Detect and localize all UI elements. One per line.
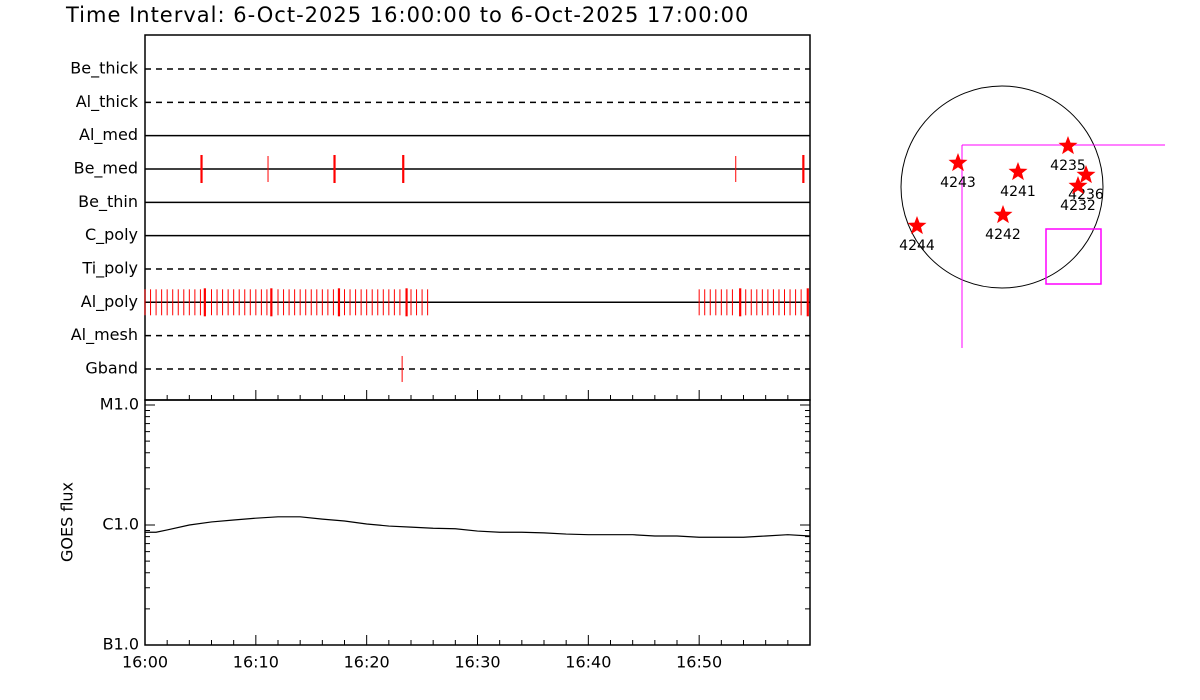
- x-tick-label: 16:00: [122, 653, 168, 672]
- region-label: 4241: [1000, 184, 1036, 200]
- row-label: Be_thin: [78, 192, 138, 212]
- disk-outline: [900, 85, 1104, 289]
- region-label: 4232: [1060, 198, 1096, 214]
- region-star: [907, 216, 927, 235]
- y-tick-label: C1.0: [102, 515, 139, 534]
- row-label: Ti_poly: [81, 258, 138, 278]
- top-frame: [144, 34, 811, 401]
- region-star: [1076, 165, 1096, 184]
- x-tick-label: 16:10: [233, 653, 279, 672]
- region-label: 4243: [940, 175, 976, 191]
- row-label: Gband: [85, 358, 138, 377]
- row-label: Al_mesh: [71, 325, 138, 345]
- fov-box: [1045, 228, 1102, 285]
- region-star: [1008, 162, 1028, 181]
- row-label: Al_med: [79, 125, 138, 145]
- region-label: 4244: [899, 238, 935, 254]
- x-tick-label: 16:30: [454, 653, 500, 672]
- chart-title: Time Interval: 6-Oct-2025 16:00:00 to 6-…: [65, 3, 749, 27]
- region-star: [948, 153, 968, 172]
- region-label: 4235: [1050, 158, 1086, 174]
- region-star: [993, 205, 1013, 224]
- x-tick-label: 16:20: [344, 653, 390, 672]
- y-tick-label: M1.0: [100, 395, 139, 414]
- region-star: [1058, 136, 1078, 155]
- row-label: Be_med: [74, 158, 138, 178]
- y-axis-label: GOES flux: [58, 482, 77, 562]
- goes-line: [145, 516, 811, 538]
- solar-disk: [900, 85, 1165, 348]
- region-label: 4242: [985, 227, 1021, 243]
- x-tick-label: 16:40: [565, 653, 611, 672]
- row-label: Al_thick: [76, 92, 139, 112]
- y-tick-label: B1.0: [103, 635, 139, 654]
- bottom-frame: [144, 399, 811, 646]
- row-label: Al_poly: [81, 292, 138, 312]
- row-label: C_poly: [85, 225, 138, 245]
- region-star: [1068, 176, 1088, 195]
- x-tick-label: 16:50: [676, 653, 722, 672]
- row-label: Be_thick: [70, 59, 138, 79]
- region-label: 4236: [1068, 187, 1104, 203]
